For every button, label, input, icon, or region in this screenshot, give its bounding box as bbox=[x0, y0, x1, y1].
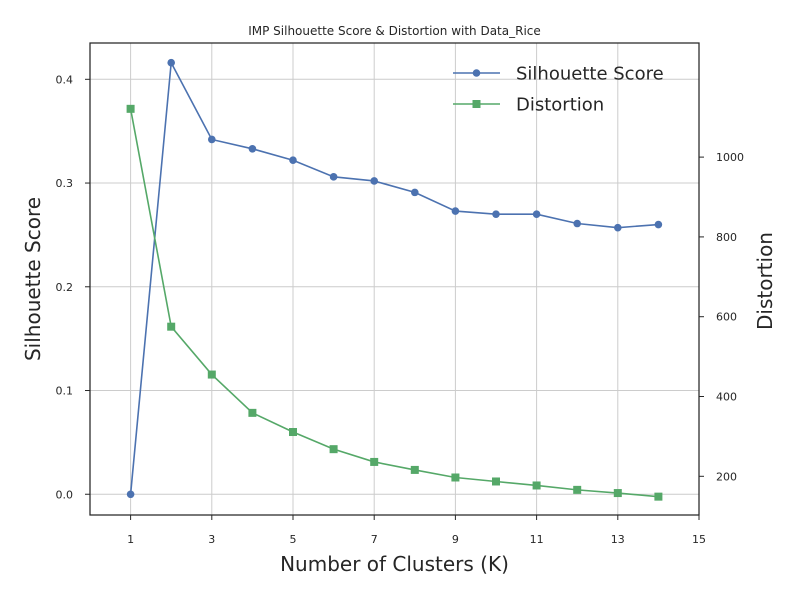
y-tick-label-left: 0.1 bbox=[56, 385, 74, 398]
silhouette-score-point bbox=[167, 58, 175, 67]
y-tick-label-right: 800 bbox=[716, 231, 737, 244]
distortion-point bbox=[167, 322, 176, 331]
x-axis-title: Number of Clusters (K) bbox=[280, 552, 509, 576]
y-tick-label-right: 400 bbox=[716, 391, 737, 404]
x-tick-label: 9 bbox=[452, 533, 459, 546]
silhouette-score-point bbox=[289, 156, 297, 165]
distortion-point bbox=[248, 408, 257, 417]
silhouette-score-line bbox=[129, 59, 659, 495]
x-tick-label: 15 bbox=[692, 533, 706, 546]
distortion-point bbox=[654, 492, 663, 501]
silhouette-score-point bbox=[248, 145, 257, 153]
distortion-point bbox=[492, 477, 500, 486]
silhouette-score-point bbox=[370, 177, 379, 185]
distortion-point bbox=[451, 473, 460, 482]
y-axis-title-left: Silhouette Score bbox=[21, 197, 45, 361]
legend-marker-distortion bbox=[472, 100, 481, 108]
silhouette-score-point bbox=[532, 210, 541, 218]
distortion-point bbox=[126, 104, 135, 113]
distortion-point bbox=[370, 457, 379, 466]
silhouette-score-point bbox=[329, 173, 338, 181]
y-tick-label-left: 0.4 bbox=[56, 73, 74, 86]
y-axis-title-right: Distortion bbox=[753, 232, 777, 330]
legend-label-silhouette-score: Silhouette Score bbox=[516, 64, 664, 85]
distortion-point bbox=[532, 481, 541, 490]
chart-title: IMP Silhouette Score & Distortion with D… bbox=[248, 24, 541, 38]
distortion-point bbox=[410, 465, 419, 474]
y-tick-label-right: 1000 bbox=[716, 151, 744, 164]
legend-label-distortion: Distortion bbox=[516, 95, 604, 116]
distortion-point bbox=[613, 489, 622, 498]
silhouette-score-point bbox=[126, 490, 135, 499]
x-tick-label: 1 bbox=[127, 533, 134, 546]
silhouette-score-point bbox=[614, 223, 622, 232]
y-tick-label-left: 0.3 bbox=[56, 177, 74, 190]
x-tick-label: 11 bbox=[530, 533, 544, 546]
series-layer bbox=[126, 58, 663, 501]
silhouette-score-point bbox=[451, 207, 460, 215]
plot-frame bbox=[89, 42, 700, 516]
silhouette-score-point bbox=[573, 219, 581, 228]
silhouette-score-point bbox=[654, 220, 663, 229]
x-tick-label: 13 bbox=[611, 533, 625, 546]
ticks: 1 3 5 7 9 11 13 150.00.10.20.30.420040060080010… bbox=[56, 73, 745, 546]
legend-marker-silhouette-score bbox=[472, 69, 481, 77]
distortion-point bbox=[573, 485, 582, 494]
y-tick-label-right: 600 bbox=[716, 311, 737, 324]
y-tick-label-right: 200 bbox=[716, 470, 737, 483]
silhouette-score-point bbox=[492, 210, 500, 218]
y-tick-label-left: 0.0 bbox=[56, 488, 74, 501]
silhouette-score-point bbox=[411, 188, 419, 197]
legend: Silhouette Score Distortion bbox=[453, 64, 664, 116]
distortion-point bbox=[207, 370, 216, 379]
x-tick-label: 7 bbox=[371, 533, 378, 546]
y-tick-label-left: 0.2 bbox=[56, 281, 74, 294]
distortion-point bbox=[289, 428, 297, 437]
x-tick-label: 3 bbox=[208, 533, 215, 546]
silhouette-score-point bbox=[208, 135, 216, 144]
x-tick-label: 5 bbox=[290, 533, 297, 546]
distortion-point bbox=[329, 445, 338, 454]
distortion-line bbox=[129, 108, 659, 498]
grid bbox=[90, 43, 700, 515]
